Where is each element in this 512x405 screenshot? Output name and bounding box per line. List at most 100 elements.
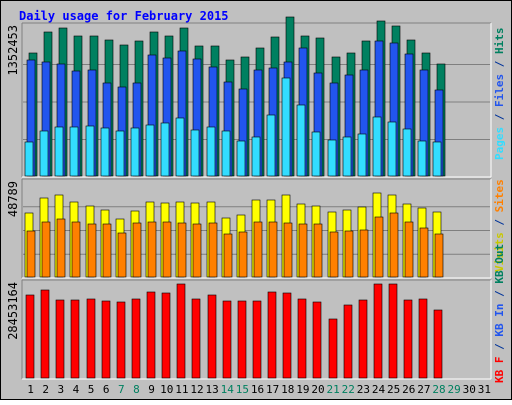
bar-sites-day-1: [26, 230, 36, 278]
chart-title: Daily usage for February 2015: [19, 9, 229, 23]
x-tick-label-day-28: 28: [432, 383, 445, 396]
bar-pages-day-8: [130, 127, 140, 177]
bar-sites-day-5: [87, 223, 97, 278]
bar-kbytes-day-1: [25, 294, 35, 379]
legend-item-kb-in: KB In: [493, 304, 506, 344]
legend-item-pages: Pages: [493, 127, 506, 160]
bar-kbytes-day-6: [101, 300, 111, 379]
x-tick-label-day-22: 22: [342, 383, 355, 396]
bar-sites-day-24: [374, 216, 384, 278]
panel-hits: 1352453: [6, 16, 492, 178]
legend-item-sites: Sites: [493, 179, 506, 219]
bar-sites-day-23: [359, 229, 369, 278]
bar-kbytes-day-4: [70, 299, 80, 379]
x-tick-label-day-5: 5: [88, 383, 95, 396]
x-axis-labels: 1 2 3 4 5 6 7 8 9 10 11 12 13 14 15 16 17 18 19 20 21 22 23 24 2…: [27, 383, 491, 396]
x-tick-label-day-30: 30: [463, 383, 476, 396]
bar-pages-day-16: [251, 136, 261, 177]
bar-kbytes-day-18: [282, 292, 292, 379]
bar-pages-day-20: [311, 131, 321, 177]
x-tick-label-day-9: 9: [148, 383, 155, 396]
bar-sites-day-16: [253, 221, 263, 278]
bar-pages-day-12: [190, 129, 200, 177]
x-tick-label-day-1: 1: [27, 383, 34, 396]
legend-item-hits: Hits: [493, 28, 506, 61]
legend-item-slash: /: [493, 60, 506, 74]
legend-item-files: Files: [493, 74, 506, 114]
bar-kbytes-day-22: [343, 304, 353, 379]
x-tick-label-day-13: 13: [205, 383, 218, 396]
bar-sites-day-7: [117, 232, 127, 278]
bar-pages-day-18: [281, 77, 291, 177]
legend-item-slash: /: [493, 113, 506, 127]
bar-sites-day-27: [419, 227, 429, 278]
bar-sites-day-25: [389, 212, 399, 278]
bar-kbytes-day-13: [207, 294, 217, 379]
bar-pages-day-13: [206, 126, 216, 177]
x-tick-label-day-16: 16: [251, 383, 264, 396]
bar-kbytes-day-9: [146, 291, 156, 379]
bar-kbytes-day-11: [176, 283, 186, 379]
bar-pages-day-7: [115, 130, 125, 177]
bar-kbytes-day-5: [86, 298, 96, 379]
bar-sites-day-10: [162, 221, 172, 278]
x-tick-label-day-31: 31: [478, 383, 491, 396]
y-max-label-hits: 1352453: [6, 25, 20, 76]
x-tick-label-day-24: 24: [372, 383, 386, 396]
bar-sites-day-9: [147, 221, 157, 278]
bar-sites-day-14: [223, 233, 233, 278]
x-tick-label-day-4: 4: [73, 383, 80, 396]
bar-kbytes-day-17: [267, 291, 277, 379]
legend-item-visits: Visits: [493, 232, 506, 272]
x-tick-label-day-7: 7: [118, 383, 125, 396]
x-tick-label-day-6: 6: [103, 383, 110, 396]
bar-sites-day-8: [132, 222, 142, 278]
x-tick-label-day-3: 3: [58, 383, 65, 396]
bar-pages-day-1: [24, 141, 34, 177]
bar-pages-day-2: [39, 130, 49, 177]
bar-pages-day-28: [432, 141, 442, 177]
x-tick-label-day-8: 8: [133, 383, 140, 396]
bar-kbytes-day-28: [433, 309, 443, 379]
bar-pages-day-22: [342, 136, 352, 177]
bar-pages-day-10: [160, 122, 170, 177]
x-tick-label-day-19: 19: [296, 383, 309, 396]
bar-sites-day-6: [102, 223, 112, 278]
bar-kbytes-day-3: [55, 299, 65, 379]
bar-sites-day-13: [208, 222, 218, 278]
bar-kbytes-day-16: [252, 300, 262, 379]
bar-pages-day-21: [327, 139, 337, 177]
bar-kbytes-day-2: [40, 289, 50, 379]
bar-sites-day-21: [329, 231, 339, 278]
x-tick-label-day-27: 27: [417, 383, 430, 396]
bar-pages-day-17: [266, 114, 276, 177]
x-tick-label-day-29: 29: [448, 383, 461, 396]
x-tick-label-day-2: 2: [42, 383, 49, 396]
bar-kbytes-day-12: [191, 298, 201, 379]
x-tick-label-day-25: 25: [387, 383, 400, 396]
y-max-label-visits: 48789: [6, 181, 20, 217]
bar-sites-day-20: [313, 223, 323, 278]
bar-kbytes-day-8: [131, 298, 141, 379]
legend-item-kb-out: KB Out: [493, 244, 506, 290]
x-tick-label-day-26: 26: [402, 383, 415, 396]
bar-pages-day-24: [372, 116, 382, 177]
bar-kbytes-day-7: [116, 301, 126, 379]
bar-kbytes-day-26: [403, 299, 413, 379]
bar-pages-day-26: [402, 128, 412, 177]
bar-sites-day-26: [404, 221, 414, 278]
bar-kbytes-day-27: [418, 298, 428, 379]
legend-item-slash: /: [493, 343, 506, 357]
bar-pages-day-3: [54, 126, 64, 177]
bar-kbytes-day-24: [373, 283, 383, 379]
x-tick-label-day-14: 14: [221, 383, 235, 396]
bar-kbytes-day-21: [328, 318, 338, 379]
x-tick-label-day-15: 15: [236, 383, 249, 396]
panel-kbytes: 28453164: [6, 279, 492, 380]
legend-panel-kbytes: KB F / KB In / KB Out: [493, 244, 506, 383]
bar-pages-day-27: [417, 140, 427, 177]
bar-sites-day-2: [41, 221, 51, 278]
x-tick-label-day-11: 11: [175, 383, 188, 396]
